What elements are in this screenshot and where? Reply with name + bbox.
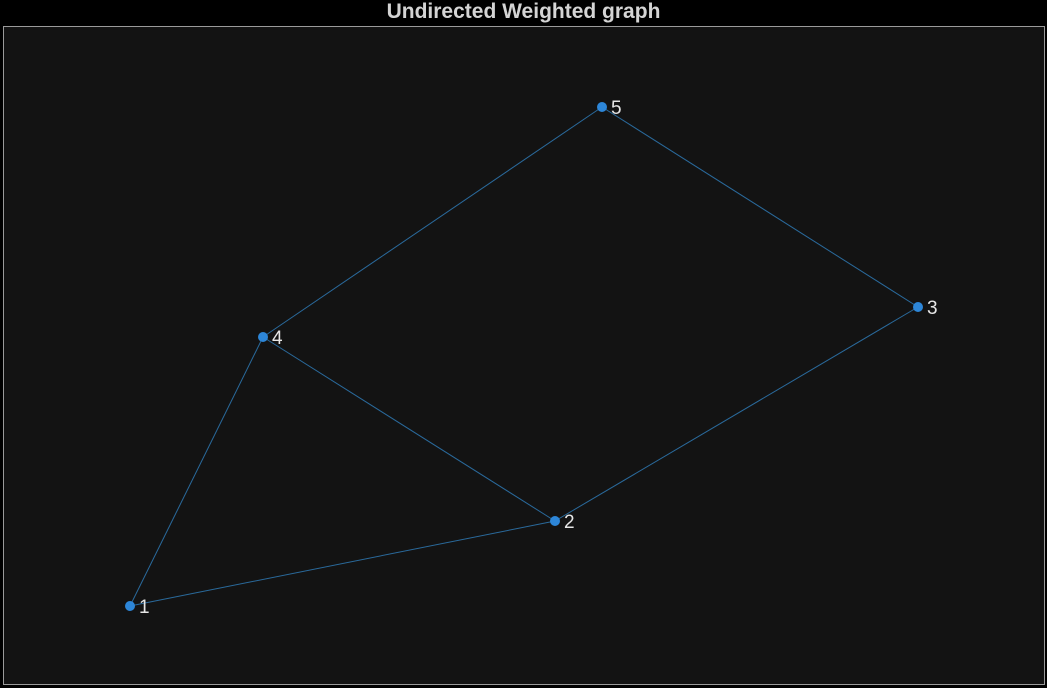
node-2[interactable]: 2 bbox=[550, 512, 575, 533]
edge-5-3[interactable] bbox=[601, 106, 919, 308]
graph-title: Undirected Weighted graph bbox=[386, 0, 661, 23]
node-5[interactable]: 5 bbox=[597, 98, 622, 119]
node-label: 1 bbox=[139, 597, 150, 618]
edge-2-3[interactable] bbox=[554, 306, 919, 522]
edge-1-4[interactable] bbox=[129, 336, 264, 607]
node-label: 3 bbox=[927, 298, 938, 319]
node-dot[interactable] bbox=[258, 332, 268, 342]
edge-1-2[interactable] bbox=[129, 520, 556, 607]
nodes-layer: 1 2 3 4 5 bbox=[125, 98, 938, 618]
graph-canvas[interactable]: 1 2 3 4 5 bbox=[3, 26, 1045, 685]
node-label: 2 bbox=[564, 512, 575, 533]
node-dot[interactable] bbox=[913, 302, 923, 312]
node-label: 5 bbox=[611, 98, 622, 119]
edges-layer bbox=[129, 106, 919, 607]
node-label: 4 bbox=[272, 328, 283, 349]
node-3[interactable]: 3 bbox=[913, 298, 938, 319]
node-dot[interactable] bbox=[125, 601, 135, 611]
graph-svg[interactable]: 1 2 3 4 5 bbox=[4, 27, 1044, 684]
node-dot[interactable] bbox=[597, 102, 607, 112]
node-4[interactable]: 4 bbox=[258, 328, 283, 349]
edge-4-2[interactable] bbox=[262, 336, 556, 522]
node-dot[interactable] bbox=[550, 516, 560, 526]
edge-4-5[interactable] bbox=[262, 106, 603, 338]
node-1[interactable]: 1 bbox=[125, 597, 150, 618]
